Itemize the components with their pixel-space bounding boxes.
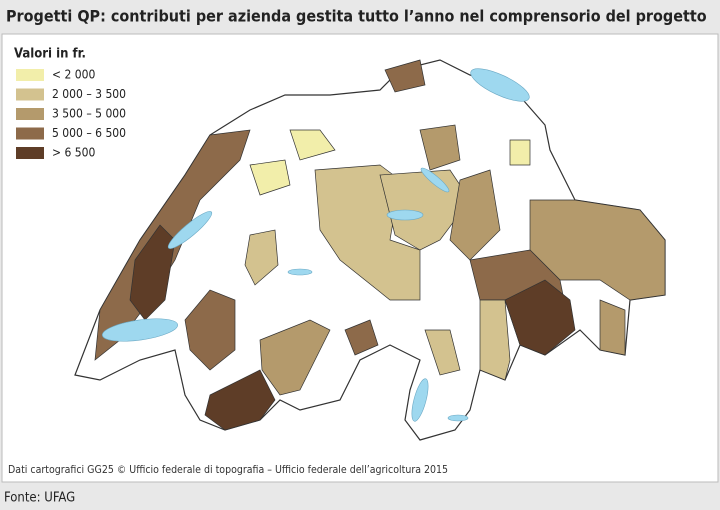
region: [384, 59, 426, 93]
credit: Dati cartografici GG25 © Ufficio federal…: [8, 464, 448, 476]
legend-label: 3 500 – 5 000: [52, 107, 126, 121]
lake: [102, 318, 178, 342]
region: [184, 289, 236, 371]
region: [129, 224, 176, 321]
legend-swatch: [16, 147, 44, 159]
lake: [287, 268, 313, 276]
legend-label: < 2 000: [52, 68, 96, 82]
lakes: [102, 68, 530, 422]
region: [419, 124, 461, 171]
legend-label: 2 000 – 3 500: [52, 87, 126, 101]
region: [244, 229, 279, 286]
region: [599, 299, 626, 356]
legend-label: 5 000 – 6 500: [52, 126, 126, 140]
region: [259, 319, 331, 396]
lake: [447, 414, 469, 422]
region: [344, 319, 379, 356]
legend-swatch: [16, 69, 44, 81]
lake: [386, 209, 424, 221]
region: [204, 369, 276, 431]
title: Progetti QP: contributi per azienda gest…: [6, 7, 707, 26]
region: [479, 299, 511, 381]
region: [449, 169, 501, 261]
map: [74, 59, 666, 441]
legend-swatch: [16, 108, 44, 120]
legend-title: Valori in fr.: [14, 47, 86, 62]
region: [249, 159, 291, 196]
region: [289, 129, 336, 161]
region: [504, 279, 576, 356]
lake: [420, 167, 450, 193]
source: Fonte: UFAG: [4, 491, 75, 506]
legend-label: > 6 500: [52, 146, 96, 160]
lake: [167, 211, 213, 249]
region: [424, 329, 461, 376]
legend: Valori in fr. < 2 000 2 000 – 3 500 3 500 …: [14, 47, 126, 160]
lake: [411, 378, 429, 422]
lake: [470, 68, 530, 102]
legend-swatch: [16, 88, 44, 101]
legend-swatch: [16, 127, 44, 140]
region: [509, 139, 531, 166]
